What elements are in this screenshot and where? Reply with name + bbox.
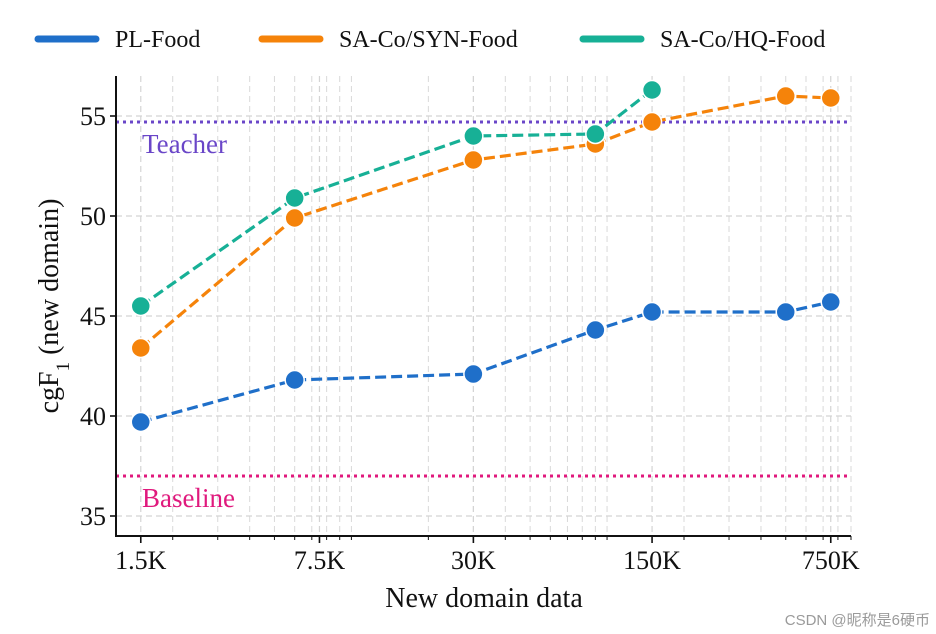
watermark: CSDN @昵称是6硬币 — [785, 612, 930, 629]
y-tick-label: 45 — [80, 302, 106, 331]
legend: PL-Food SA-Co/SYN-Food SA-Co/HQ-Food — [34, 27, 825, 53]
reference-label-baseline: Baseline — [142, 483, 235, 513]
y-axis-title: cgF1 (new domain) — [34, 199, 74, 414]
data-point — [130, 411, 152, 433]
y-axis-title-suffix: (new domain) — [34, 199, 65, 362]
series-line-0 — [140, 300, 832, 424]
data-point — [585, 123, 606, 145]
data-point — [775, 85, 796, 107]
x-axis-title: New domain data — [385, 583, 583, 614]
data-point — [641, 301, 663, 323]
x-tick-label: 30K — [451, 546, 496, 575]
legend-label-2: SA-Co/HQ-Food — [660, 27, 825, 53]
series-line-1 — [139, 94, 831, 350]
data-point — [284, 207, 305, 229]
x-tick-label: 750K — [802, 546, 860, 575]
data-point — [641, 111, 663, 133]
legend-label-0: PL-Food — [115, 27, 200, 53]
x-tick-label: 7.5K — [294, 546, 346, 575]
reference-label-teacher: Teacher — [142, 129, 227, 159]
legend-label-1: SA-Co/SYN-Food — [339, 27, 518, 53]
y-tick-label: 50 — [80, 202, 106, 231]
y-tick-label: 35 — [80, 502, 106, 531]
data-point — [820, 291, 842, 313]
axes: 35 40 45 50 55 1.5K 7.5K 30K 150K 750K — [80, 76, 860, 575]
data-point — [820, 87, 842, 109]
data-point — [463, 363, 484, 385]
y-tick-label: 55 — [80, 102, 106, 131]
data-point — [641, 79, 663, 101]
data-point — [130, 337, 152, 359]
data-point — [463, 125, 484, 147]
data-point — [463, 149, 484, 171]
data-point — [775, 301, 796, 323]
data-point — [585, 319, 606, 341]
data-point — [130, 295, 152, 317]
data-point — [284, 187, 305, 209]
y-axis-title-subscript: 1 — [53, 362, 74, 372]
data-point — [284, 369, 305, 391]
y-axis-title-main: cgF — [34, 371, 65, 413]
reference-lines: Teacher Baseline — [116, 120, 851, 513]
y-tick-label: 40 — [80, 402, 106, 431]
series-group — [130, 79, 842, 433]
x-tick-label: 1.5K — [115, 546, 167, 575]
x-tick-label: 150K — [623, 546, 681, 575]
